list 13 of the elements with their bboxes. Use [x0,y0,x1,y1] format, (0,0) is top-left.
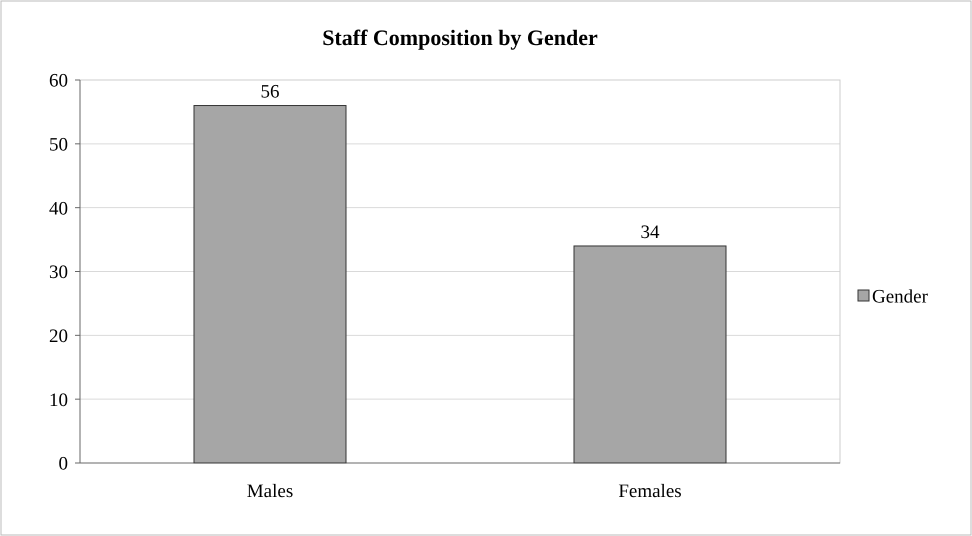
x-tick-label: Males [246,481,294,502]
y-tick-label: 30 [49,262,68,284]
y-tick-label: 50 [49,134,68,156]
y-tick-label: 10 [49,390,68,411]
y-tick-label: 40 [49,198,68,220]
data-label: 34 [640,222,660,243]
data-label: 56 [260,82,280,103]
legend-label: Gender [872,286,929,308]
x-tick-label: Females [618,481,682,502]
y-tick-label: 0 [58,454,68,475]
y-tick-label: 20 [49,326,68,347]
chart-title: Staff Composition by Gender [322,25,598,50]
y-tick-label: 60 [49,70,68,92]
